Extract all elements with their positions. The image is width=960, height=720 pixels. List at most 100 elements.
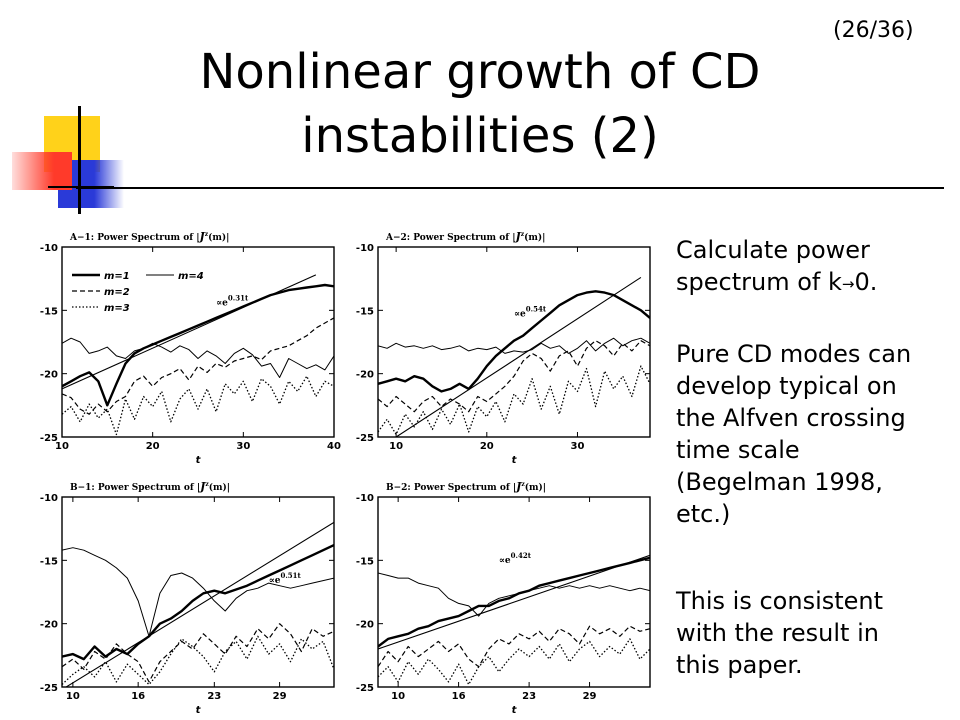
bullet-3-line2: with the result in xyxy=(676,619,879,647)
x-tick-label: 23 xyxy=(522,691,536,702)
title-underline xyxy=(76,187,944,189)
y-tick-label: -25 xyxy=(40,433,58,444)
legend-label: m=1 xyxy=(104,271,130,282)
fit-annotation: ∝e0.31t xyxy=(216,293,249,308)
fit-annotation: ∝e0.51t xyxy=(269,571,302,586)
fit-annotation-exponent: 0.51t xyxy=(281,571,302,580)
bullet-2-line6: etc.) xyxy=(676,500,731,528)
chart-title-prefix: A−1: Power Spectrum of | xyxy=(69,233,200,243)
chart-title-sup: z xyxy=(521,481,525,488)
bullet-1: Calculate power spectrum of k→0. xyxy=(676,234,956,300)
series-line-m2 xyxy=(62,317,334,415)
chart-a1: A−1: Power Spectrum of |Jz(m)| -10 -15 -20 -… xyxy=(40,230,341,466)
x-tick-label: 20 xyxy=(480,441,494,452)
series-group xyxy=(378,276,650,437)
legend-label: m=2 xyxy=(104,287,130,298)
y-tick-label: -20 xyxy=(356,620,374,631)
series-line-m3 xyxy=(378,365,650,436)
bullet-1-tail: 0. xyxy=(854,268,878,296)
y-tick-label: -20 xyxy=(40,620,58,631)
chart-title-m: (m)| xyxy=(524,232,545,243)
fit-annotation-base: ∝e xyxy=(216,298,228,308)
chart-title: B−1: Power Spectrum of |Jz(m)| xyxy=(70,480,230,493)
fit-annotation-exponent: 0.42t xyxy=(511,551,532,560)
fit-annotation-base: ∝e xyxy=(514,310,526,320)
page-number: (26/36) xyxy=(833,18,914,43)
chart-title: A−2: Power Spectrum of |Jz(m)| xyxy=(385,230,545,243)
chart-title-j: J xyxy=(198,230,206,243)
y-tick-label: -15 xyxy=(40,556,58,567)
bullet-2-line5: (Begelman 1998, xyxy=(676,468,883,496)
bullet-2-line2: develop typical on xyxy=(676,372,897,400)
chart-title-j: J xyxy=(514,480,522,493)
chart-title-j: J xyxy=(514,230,522,243)
chart-title-m: (m)| xyxy=(525,482,546,493)
series-group xyxy=(62,521,334,687)
chart-a2: A−2: Power Spectrum of |Jz(m)| -10 -15 -20 -… xyxy=(356,230,651,466)
series-line-m4 xyxy=(62,547,334,637)
legend-label: m=3 xyxy=(104,303,130,314)
chart-title-prefix: B−1: Power Spectrum of | xyxy=(70,483,200,493)
chart-title-m: (m)| xyxy=(208,232,229,243)
y-tick-label: -10 xyxy=(356,243,374,254)
series-line-m3 xyxy=(62,635,334,686)
y-tick-label: -15 xyxy=(356,556,374,567)
x-tick-label: 40 xyxy=(327,441,341,452)
fit-annotation-base: ∝e xyxy=(499,556,511,566)
x-tick-label: 29 xyxy=(273,691,287,702)
bullet-3: This is consistent with the result in this… xyxy=(676,585,956,681)
fit-line xyxy=(395,276,642,437)
series-line-m1 xyxy=(378,290,650,393)
plot-frame xyxy=(377,496,651,688)
arrow-glyph: → xyxy=(841,275,855,293)
x-axis-label: t xyxy=(512,705,518,716)
series-group xyxy=(62,274,334,436)
bullet-2-line4: time scale xyxy=(676,436,800,464)
y-tick-label: -25 xyxy=(356,433,374,444)
series-line-m2 xyxy=(378,340,650,413)
x-axis-label: t xyxy=(196,455,202,466)
bullet-2-line1: Pure CD modes can xyxy=(676,340,912,368)
x-tick-label: 30 xyxy=(571,441,585,452)
x-tick-label: 10 xyxy=(389,441,403,452)
bullet-2: Pure CD modes can develop typical on the A… xyxy=(676,338,956,530)
fit-annotation: ∝e0.42t xyxy=(499,551,532,566)
chart-b2: B−2: Power Spectrum of |Jz(m)| -10 -15 -20 -… xyxy=(356,480,651,716)
chart-title-sup: z xyxy=(205,231,209,238)
series-line-m3 xyxy=(378,638,650,686)
y-tick-label: -10 xyxy=(40,493,58,504)
series-line-m2 xyxy=(378,625,650,668)
x-axis-label: t xyxy=(512,455,518,466)
chart-b1: B−1: Power Spectrum of |Jz(m)| -10 -15 -20 -… xyxy=(40,480,335,716)
chart-title: B−2: Power Spectrum of |Jz(m)| xyxy=(386,480,546,493)
plot-frame xyxy=(377,246,651,438)
x-tick-label: 10 xyxy=(391,691,405,702)
x-tick-label: 10 xyxy=(66,691,80,702)
chart-title-m: (m)| xyxy=(209,482,230,493)
series-line-m2 xyxy=(62,623,334,683)
series-line-m3 xyxy=(62,375,334,436)
y-tick-label: -10 xyxy=(356,493,374,504)
fit-line xyxy=(65,521,334,687)
bullet-3-line3: this paper. xyxy=(676,651,803,679)
fit-annotation-base: ∝e xyxy=(269,576,281,586)
series-line-m4 xyxy=(378,572,650,617)
chart-title-prefix: A−2: Power Spectrum of | xyxy=(385,233,516,243)
bullet-3-line1: This is consistent xyxy=(676,587,884,615)
x-tick-label: 20 xyxy=(146,441,160,452)
y-tick-label: -20 xyxy=(356,370,374,381)
accent-red-square xyxy=(12,152,72,190)
plot-frame xyxy=(61,246,335,438)
series-line-m4 xyxy=(378,337,650,354)
y-tick-label: -10 xyxy=(40,243,58,254)
y-tick-label: -25 xyxy=(356,683,374,694)
x-axis-label: t xyxy=(196,705,202,716)
bullet-1-text: spectrum of k xyxy=(676,268,842,296)
x-tick-label: 10 xyxy=(55,441,69,452)
slide-title-line1: Nonlinear growth of CD xyxy=(199,44,761,100)
bullet-2-line3: the Alfven crossing xyxy=(676,404,906,432)
x-tick-label: 30 xyxy=(236,441,250,452)
x-tick-label: 29 xyxy=(583,691,597,702)
chart-title-sup: z xyxy=(205,481,209,488)
fit-annotation-exponent: 0.31t xyxy=(228,293,249,302)
